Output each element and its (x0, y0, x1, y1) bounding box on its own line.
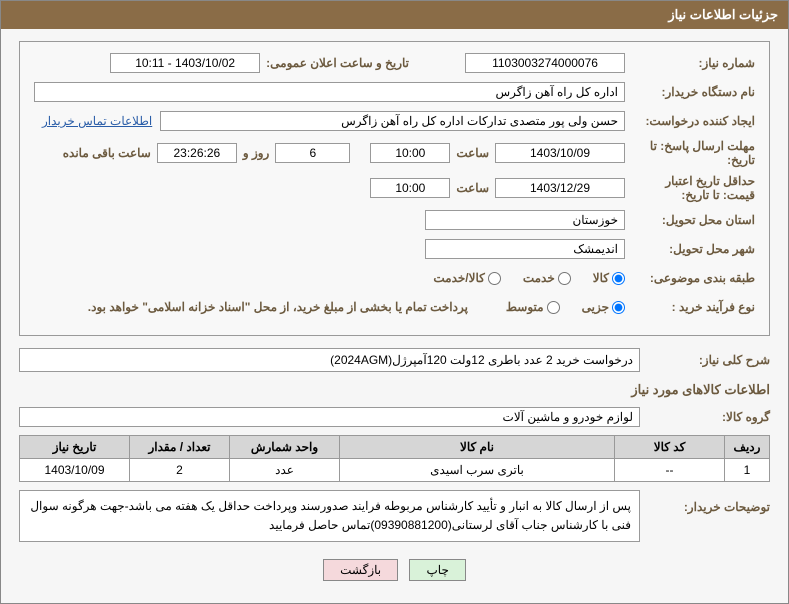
th-row: ردیف (725, 436, 770, 459)
buyer-notes-label: توضیحات خریدار: (640, 490, 770, 514)
row-buyer-org: نام دستگاه خریدار: اداره کل راه آهن زاگر… (34, 81, 755, 103)
back-button[interactable]: بازگشت (323, 559, 398, 581)
td-name: باتری سرب اسیدی (340, 459, 615, 482)
buyer-org-field: اداره کل راه آهن زاگرس (34, 82, 625, 102)
td-row: 1 (725, 459, 770, 482)
goods-info-label: اطلاعات کالاهای مورد نیاز (19, 382, 770, 398)
validity-date-field: 1403/12/29 (495, 178, 625, 198)
row-province: استان محل تحویل: خوزستان (34, 209, 755, 231)
print-button[interactable]: چاپ (409, 559, 465, 581)
time-word-1: ساعت (450, 146, 495, 160)
row-goods-group: گروه کالا: لوازم خودرو و ماشین آلات (19, 406, 770, 428)
row-process: نوع فرآیند خرید : جزیی متوسط پرداخت تمام… (34, 296, 755, 318)
category-radio-group: کالا خدمت کالا/خدمت (415, 271, 625, 285)
category-label: طبقه بندی موضوعی: (625, 271, 755, 285)
panel-title: جزئیات اطلاعات نیاز (1, 1, 788, 29)
content-area: AriaTender.net شماره نیاز: 1103003274000… (1, 29, 788, 603)
buyer-org-label: نام دستگاه خریدار: (625, 85, 755, 99)
radio-goods-input[interactable] (612, 272, 625, 285)
th-qty: تعداد / مقدار (130, 436, 230, 459)
deadline-date-field: 1403/10/09 (495, 143, 625, 163)
radio-partial-input[interactable] (612, 301, 625, 314)
process-label: نوع فرآیند خرید : (625, 300, 755, 314)
remain-days-field: 6 (275, 143, 350, 163)
goods-group-field: لوازم خودرو و ماشین آلات (19, 407, 640, 427)
radio-partial-label: جزیی (582, 300, 609, 314)
need-number-label: شماره نیاز: (625, 56, 755, 70)
row-requester: ایجاد کننده درخواست: حسن ولی پور متصدی ت… (34, 110, 755, 132)
row-need-number: شماره نیاز: 1103003274000076 تاریخ و ساع… (34, 52, 755, 74)
validity-label: حداقل تاریخ اعتبار قیمت: تا تاریخ: (625, 174, 755, 202)
table-header-row: ردیف کد کالا نام کالا واحد شمارش تعداد /… (20, 436, 770, 459)
td-unit: عدد (230, 459, 340, 482)
radio-service-label: خدمت (523, 271, 555, 285)
row-desc: شرح کلی نیاز: درخواست خرید 2 عدد باطری 1… (19, 348, 770, 372)
td-date: 1403/10/09 (20, 459, 130, 482)
main-container: جزئیات اطلاعات نیاز AriaTender.net شماره… (0, 0, 789, 604)
day-and-word: روز و (237, 146, 276, 160)
radio-medium[interactable]: متوسط (506, 300, 560, 314)
province-field: خوزستان (425, 210, 625, 230)
desc-field: درخواست خرید 2 عدد باطری 12ولت 120آمپرژل… (19, 348, 640, 372)
contact-buyer-link[interactable]: اطلاعات تماس خریدار (34, 114, 160, 128)
announce-datetime-label: تاریخ و ساعت اعلان عمومی: (260, 56, 415, 70)
button-bar: چاپ بازگشت (19, 549, 770, 591)
row-validity: حداقل تاریخ اعتبار قیمت: تا تاریخ: 1403/… (34, 174, 755, 202)
radio-goods-service-input[interactable] (488, 272, 501, 285)
info-panel: شماره نیاز: 1103003274000076 تاریخ و ساع… (19, 41, 770, 336)
row-buyer-notes: توضیحات خریدار: پس از ارسال کالا به انبا… (19, 490, 770, 542)
radio-medium-input[interactable] (547, 301, 560, 314)
deadline-time-field: 10:00 (370, 143, 450, 163)
time-word-2: ساعت (450, 181, 495, 195)
announce-datetime-field: 1403/10/02 - 10:11 (110, 53, 260, 73)
radio-service[interactable]: خدمت (523, 271, 571, 285)
purchase-note: پرداخت تمام یا بخشی از مبلغ خرید، از محل… (88, 300, 468, 314)
desc-label: شرح کلی نیاز: (640, 353, 770, 367)
th-unit: واحد شمارش (230, 436, 340, 459)
remain-suffix: ساعت باقی مانده (57, 146, 157, 160)
td-qty: 2 (130, 459, 230, 482)
radio-service-input[interactable] (558, 272, 571, 285)
remain-time-field: 23:26:26 (157, 143, 237, 163)
need-number-field: 1103003274000076 (465, 53, 625, 73)
buyer-notes-text: پس از ارسال کالا به انبار و تأیید کارشنا… (19, 490, 640, 542)
radio-goods-service[interactable]: کالا/خدمت (433, 271, 500, 285)
td-code: -- (615, 459, 725, 482)
city-label: شهر محل تحویل: (625, 242, 755, 256)
province-label: استان محل تحویل: (625, 213, 755, 227)
goods-table: ردیف کد کالا نام کالا واحد شمارش تعداد /… (19, 435, 770, 482)
process-radio-group: جزیی متوسط (488, 300, 625, 314)
radio-goods[interactable]: کالا (593, 271, 625, 285)
th-date: تاریخ نیاز (20, 436, 130, 459)
validity-time-field: 10:00 (370, 178, 450, 198)
goods-group-label: گروه کالا: (640, 410, 770, 424)
row-category: طبقه بندی موضوعی: کالا خدمت کالا/خدمت (34, 267, 755, 289)
row-city: شهر محل تحویل: اندیمشک (34, 238, 755, 260)
table-row: 1 -- باتری سرب اسیدی عدد 2 1403/10/09 (20, 459, 770, 482)
radio-goods-label: کالا (593, 271, 609, 285)
th-code: کد کالا (615, 436, 725, 459)
th-name: نام کالا (340, 436, 615, 459)
row-deadline: مهلت ارسال پاسخ: تا تاریخ: 1403/10/09 سا… (34, 139, 755, 167)
requester-field: حسن ولی پور متصدی تدارکات اداره کل راه آ… (160, 111, 625, 131)
radio-medium-label: متوسط (506, 300, 544, 314)
city-field: اندیمشک (425, 239, 625, 259)
radio-partial[interactable]: جزیی (582, 300, 625, 314)
requester-label: ایجاد کننده درخواست: (625, 114, 755, 128)
deadline-label: مهلت ارسال پاسخ: تا تاریخ: (625, 139, 755, 167)
radio-goods-service-label: کالا/خدمت (433, 271, 484, 285)
